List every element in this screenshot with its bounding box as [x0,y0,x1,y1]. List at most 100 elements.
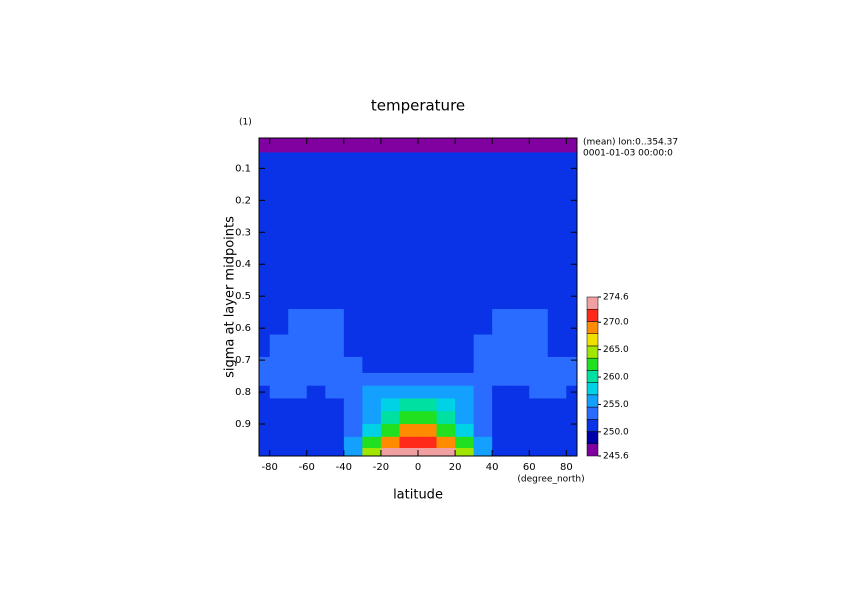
contour-cell [306,224,326,273]
contour-cell [473,385,493,399]
contour-cell [288,424,308,438]
contour-cell [566,424,578,438]
contour-cell [492,398,512,412]
contour-cell [418,385,438,399]
contour-cell [418,152,438,182]
contour-cell [362,448,382,457]
x-tick-label: 40 [486,462,499,473]
contour-cell [566,372,578,387]
contour-cell [566,398,578,412]
contour-cell [436,272,456,310]
contour-cell [418,308,438,336]
colorbar-box [586,443,599,457]
x-tick-label: -20 [373,462,389,473]
x-axis-unit: (degree_north) [517,475,584,485]
contour-cell [259,411,271,425]
contour-cell [566,411,578,425]
contour-cell [380,152,400,182]
contour-cell [547,411,567,425]
contour-cell [399,138,419,153]
contour-cell [399,308,419,336]
contour-cell [529,272,549,310]
contour-cell [399,385,419,399]
contour-cell [510,138,530,153]
contour-cell [418,411,438,425]
contour-cell [473,372,493,387]
colorbar-box [586,394,599,408]
contour-cell [455,411,475,425]
contour-cell [529,372,549,387]
contour-cell [547,272,567,310]
contour-cell [473,181,493,225]
contour-cell [510,398,530,412]
contour-cell [436,356,456,374]
contour-cell [343,272,363,310]
annotation: 0001-01-03 00:00:0 [583,149,673,159]
contour-cell [259,372,271,387]
contour-cell [362,356,382,374]
contour-cell [259,181,271,225]
x-tick-label: 0 [415,462,421,473]
contour-cell [455,398,475,412]
contour-cell [306,372,326,387]
contour-cell [473,138,493,153]
contour-cell [418,356,438,374]
contour-cell [362,424,382,438]
contour-cell [288,224,308,273]
contour-cell [455,138,475,153]
contour-cell [343,436,363,449]
contour-cell [362,398,382,412]
contour-cell [492,308,512,336]
contour-cell [547,181,567,225]
colorbar-box [586,406,599,420]
contour-cell [473,152,493,182]
contour-cell [399,224,419,273]
contour-cell [547,138,567,153]
contour-cell [362,334,382,358]
contour-cell [436,138,456,153]
contour-cell [510,411,530,425]
contour-cell [259,152,271,182]
contour-cell [566,334,578,358]
contour-cell [399,334,419,358]
contour-cell [362,138,382,153]
contour-cell [547,448,567,457]
contour-cell [566,436,578,449]
contour-cell [259,272,271,310]
colorbar-label: 250.0 [603,427,629,437]
contour-cell [529,224,549,273]
contour-cell [492,448,512,457]
contour-cell [288,272,308,310]
contour-cell [436,372,456,387]
contour-cell [288,308,308,336]
contour-cell [259,308,271,336]
contour-cell [436,334,456,358]
contour-cell [436,181,456,225]
contour-cell [566,448,578,457]
contour-cell [492,411,512,425]
contour-cell [473,334,493,358]
contour-cell [492,272,512,310]
y-tick-label: 0.9 [235,419,251,430]
contour-cell [455,436,475,449]
contour-cell [529,138,549,153]
contour-cell [325,372,345,387]
contour-cell [343,372,363,387]
y-tick-label: 0.1 [235,163,251,174]
contour-cell [343,398,363,412]
colorbar-box [586,345,599,359]
contour-cell [288,411,308,425]
contour-cell [436,448,456,457]
contour-cell [547,356,567,374]
contour-cell [473,411,493,425]
contour-cell [399,448,419,457]
contour-cell [436,436,456,449]
contour-cell [325,356,345,374]
y-tick-label: 0.5 [235,291,251,302]
contour-cell [510,334,530,358]
contour-cell [492,424,512,438]
contour-cell [510,272,530,310]
contour-cell [306,424,326,438]
contour-cell [436,398,456,412]
